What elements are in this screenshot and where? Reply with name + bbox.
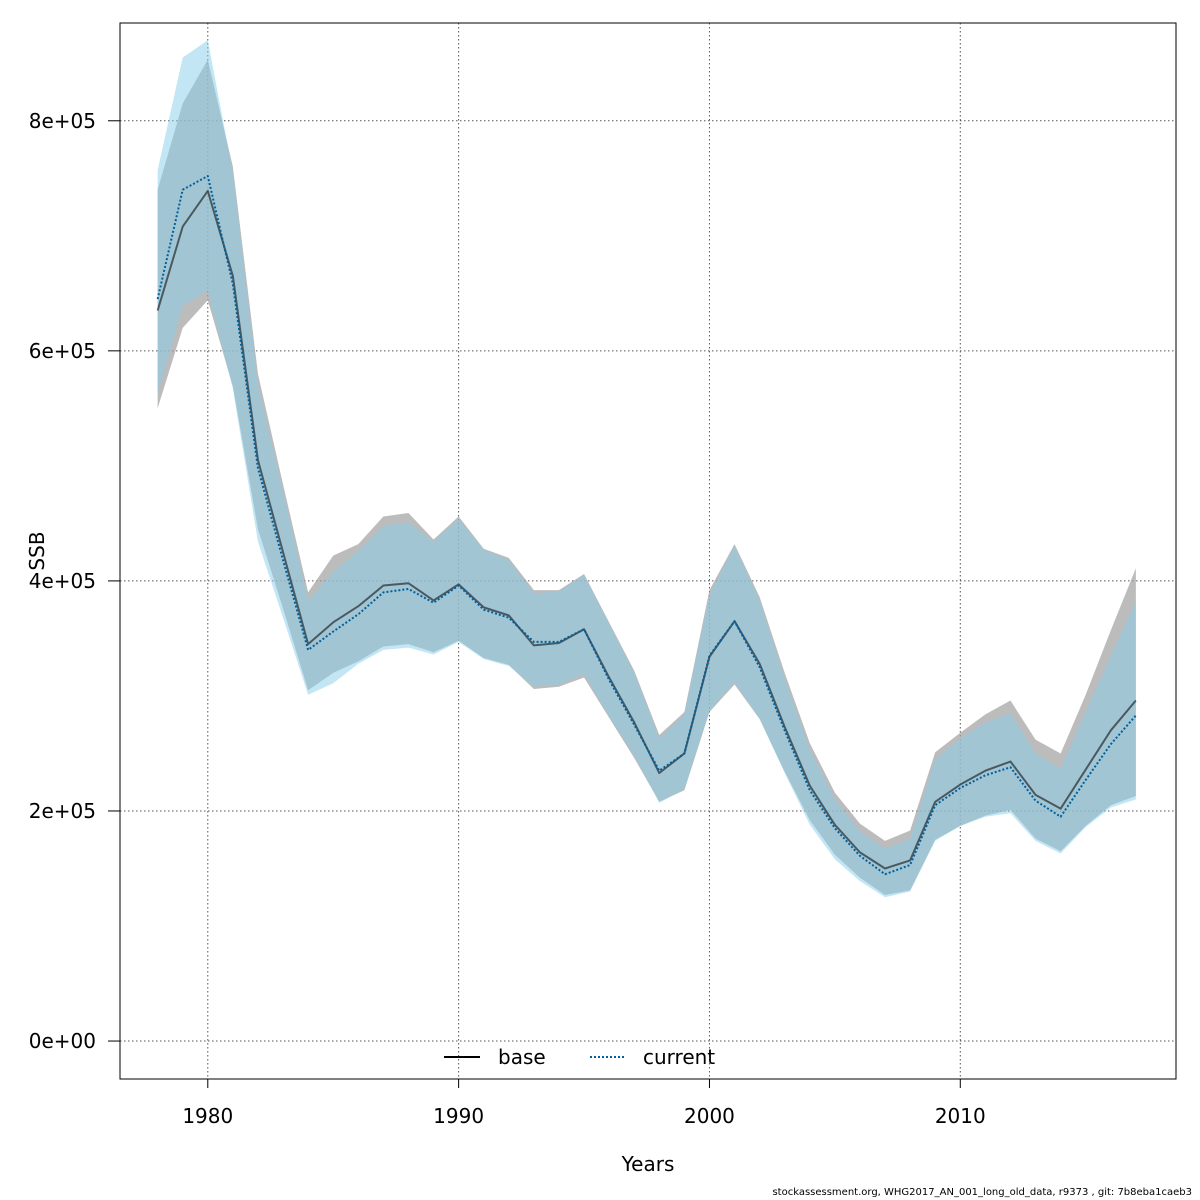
x-axis: 1980 1990 2000 2010	[182, 1079, 986, 1128]
y-tick-label: 2e+05	[29, 799, 96, 823]
x-tick-label: 2000	[684, 1104, 735, 1128]
plot-frame	[119, 22, 1177, 1080]
series-line-current	[156, 174, 1137, 876]
x-tick-label: 1990	[433, 1104, 484, 1128]
legend-label-current: current	[643, 1045, 715, 1069]
y-axis-title: SSB	[25, 531, 49, 570]
confidence-bands	[157, 40, 1136, 898]
y-tick-label: 4e+05	[29, 569, 96, 593]
y-axis: 0e+00 2e+05 4e+05 6e+05 8e+05	[29, 109, 120, 1053]
y-tick-label: 0e+00	[29, 1029, 96, 1053]
x-tick-label: 2010	[935, 1104, 986, 1128]
y-tick-label: 8e+05	[29, 109, 96, 133]
x-axis-title: Years	[621, 1152, 675, 1176]
series-lines	[156, 174, 1137, 876]
confidence-band-current	[157, 40, 1136, 898]
y-tick-label: 6e+05	[29, 339, 96, 363]
footer-credit: stockassessment.org, WHG2017_AN_001_long…	[772, 1187, 1192, 1198]
legend-label-base: base	[498, 1045, 546, 1069]
legend: base current	[444, 1045, 715, 1069]
x-tick-label: 1980	[182, 1104, 233, 1128]
